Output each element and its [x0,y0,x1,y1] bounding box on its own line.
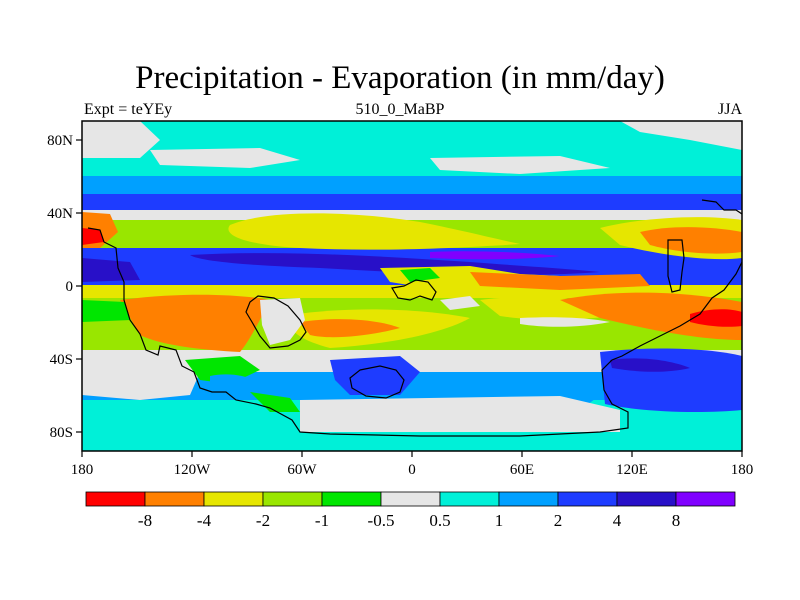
colorbar-swatch [321,491,382,507]
colorbar-swatch [380,491,441,507]
colorbar-labels: -8 -4 -2 -1 -0.5 0.5 1 2 4 8 [138,511,680,530]
patch-gray [82,350,200,400]
colorbar-label: -0.5 [368,511,395,530]
map-title: Precipitation - Evaporation (in mm/day) [135,60,665,96]
y-tick-label: 40N [47,206,73,222]
x-tick-label: 120E [616,462,648,478]
colorbar-swatch [203,491,264,507]
coastline-northeast [701,199,742,215]
band-north-storm [82,194,742,212]
patch-green [82,300,130,322]
x-tick-label: 120W [174,462,212,478]
coastline-south [87,227,742,437]
patch-orange [300,319,400,338]
patch-green [400,268,440,282]
coastlines [87,199,742,437]
patch-gray [82,121,160,158]
colorbar-swatch [498,491,559,507]
colorbar-swatch [144,491,205,507]
patch-red [690,309,742,327]
patch-green [250,392,300,412]
coastline-equatorial [391,279,437,301]
x-tick-label: 180 [731,462,754,478]
patch-blue [600,348,742,412]
x-tick-marks [81,451,743,457]
patch-violet [430,251,560,260]
patch-darkblue [190,253,600,275]
y-tick-label: 80S [50,425,73,441]
period-label: 510_0_MaBP [355,101,445,118]
patch-gray [260,298,305,345]
colorbar-label: 8 [672,511,681,530]
patch-gray [150,148,300,168]
experiment-label: Expt = teYEy [84,101,173,118]
x-tick-label: 180 [71,462,94,478]
patch-orange [640,227,742,254]
patch-red [82,228,104,245]
x-tick-label: 60W [287,462,317,478]
colorbar-swatch [557,491,618,507]
colorbar-label: 1 [495,511,504,530]
x-tick-label: 60E [510,462,534,478]
x-tick-label: 0 [408,462,416,478]
patch-yellow [228,213,520,250]
coastline-inland [245,295,307,349]
colorbar-swatch [439,491,500,507]
patch-gray [520,317,610,327]
colorbar-label: -4 [197,511,212,530]
patch-orange [470,272,650,290]
coastline-island [349,365,405,399]
patch-gray [440,296,480,310]
colorbar-label: 2 [554,511,563,530]
band-north-gray [82,210,742,222]
patch-orange [120,294,270,352]
colorbar-swatch [262,491,323,507]
y-tick-label: 80N [47,133,73,149]
patch-gray [430,156,610,174]
y-tick-label: 40S [50,352,73,368]
patch-orange [560,292,742,340]
patch-cyan [180,418,250,442]
colorbar-swatch [616,491,677,507]
colorbar-label: -1 [315,511,329,530]
colorbar-label: 0.5 [429,511,450,530]
patch-lightblue [210,374,260,387]
patch-darkblue [610,358,690,372]
colorbar [85,491,736,507]
band-north-mid [82,176,742,196]
contour-field [82,121,742,451]
colorbar-label: 4 [613,511,622,530]
colorbar-swatch [675,491,736,507]
patch-gray [300,396,620,432]
patch-darkblue [82,258,140,282]
patch-gray [620,121,742,150]
colorbar-label: -2 [256,511,270,530]
patch-blue [330,356,420,395]
season-label: JJA [717,101,742,118]
colorbar-swatch [85,491,146,507]
coastline-east [667,239,685,293]
y-tick-label: 0 [66,279,74,295]
colorbar-label: -8 [138,511,152,530]
y-tick-marks [76,139,82,433]
